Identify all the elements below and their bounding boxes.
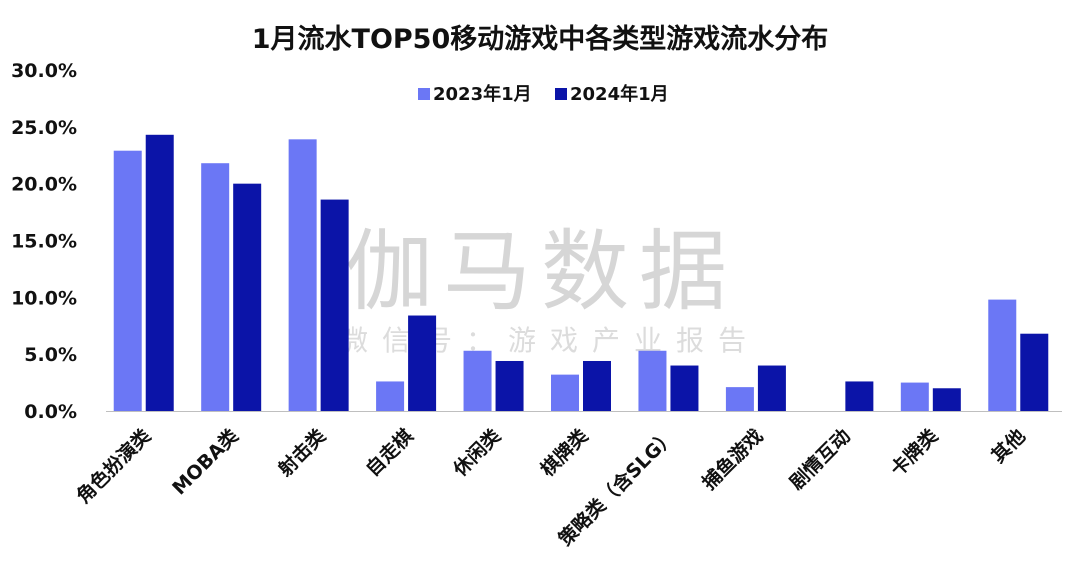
x-tick-label: 卡牌类 xyxy=(886,424,943,481)
bar-2-2 xyxy=(233,183,262,411)
y-tick-label: 25.0% xyxy=(11,117,77,139)
x-tick-label: MOBA类 xyxy=(168,424,243,499)
bar-2-10 xyxy=(932,388,961,411)
bar-1-10 xyxy=(900,382,929,411)
legend: 2023年1月 2024年1月 xyxy=(418,83,669,105)
legend-swatch-2 xyxy=(555,88,567,100)
legend-label-1: 2023年1月 xyxy=(433,83,532,105)
x-tick-label: 自走棋 xyxy=(361,424,418,481)
bar-2-3 xyxy=(320,199,349,411)
bar-1-8 xyxy=(725,387,754,411)
bar-1-3 xyxy=(288,139,317,411)
y-tick-label: 5.0% xyxy=(24,344,77,366)
y-tick-label: 0.0% xyxy=(24,401,77,423)
bar-2-7 xyxy=(670,365,699,411)
bar-2-8 xyxy=(757,365,786,411)
bar-2-11 xyxy=(1020,333,1049,411)
x-tick-label: 射击类 xyxy=(273,424,330,481)
bar-1-5 xyxy=(463,350,492,411)
x-axis: 角色扮演类 MOBA类 射击类 自走棋 休闲类 棋牌类策略类（含SLG） 捕鱼游戏 剧情互动卡… xyxy=(72,424,1030,550)
watermark-main: 伽马数据 xyxy=(345,220,737,323)
x-tick-label: 剧情互动 xyxy=(785,424,855,494)
bar-1-4 xyxy=(376,381,405,411)
y-tick-label: 30.0% xyxy=(11,60,77,82)
y-tick-label: 15.0% xyxy=(11,231,77,253)
x-tick-label: 其他 xyxy=(987,424,1030,467)
bar-2-1 xyxy=(145,134,174,412)
bar-1-2 xyxy=(201,163,230,411)
bars xyxy=(113,134,1049,412)
x-tick-label: 捕鱼游戏 xyxy=(697,424,767,494)
bar-2-6 xyxy=(583,360,611,411)
bar-1-7 xyxy=(638,350,667,411)
bar-2-5 xyxy=(495,360,524,411)
bar-2-9 xyxy=(845,381,874,411)
y-axis: 0.0% 5.0% 10.0% 15.0% 20.0% 25.0% 30.0% xyxy=(11,60,77,423)
bar-1-6 xyxy=(551,374,579,411)
x-tick-label: 休闲类 xyxy=(448,424,505,481)
legend-swatch-1 xyxy=(418,88,430,100)
chart-title: 1月流水TOP50移动游戏中各类型游戏流水分布 xyxy=(252,23,829,55)
watermark-sub: 微信号：游戏产业报告 xyxy=(340,324,760,357)
x-tick-label: 角色扮演类 xyxy=(72,424,155,507)
watermark: 伽马数据 微信号：游戏产业报告 xyxy=(340,220,760,357)
x-tick-label: 棋牌类 xyxy=(536,424,593,481)
bar-2-4 xyxy=(408,315,437,411)
y-tick-label: 20.0% xyxy=(11,174,77,196)
y-tick-label: 10.0% xyxy=(11,287,77,309)
bar-1-11 xyxy=(988,299,1017,411)
bar-1-1 xyxy=(113,150,142,411)
legend-label-2: 2024年1月 xyxy=(570,83,669,105)
